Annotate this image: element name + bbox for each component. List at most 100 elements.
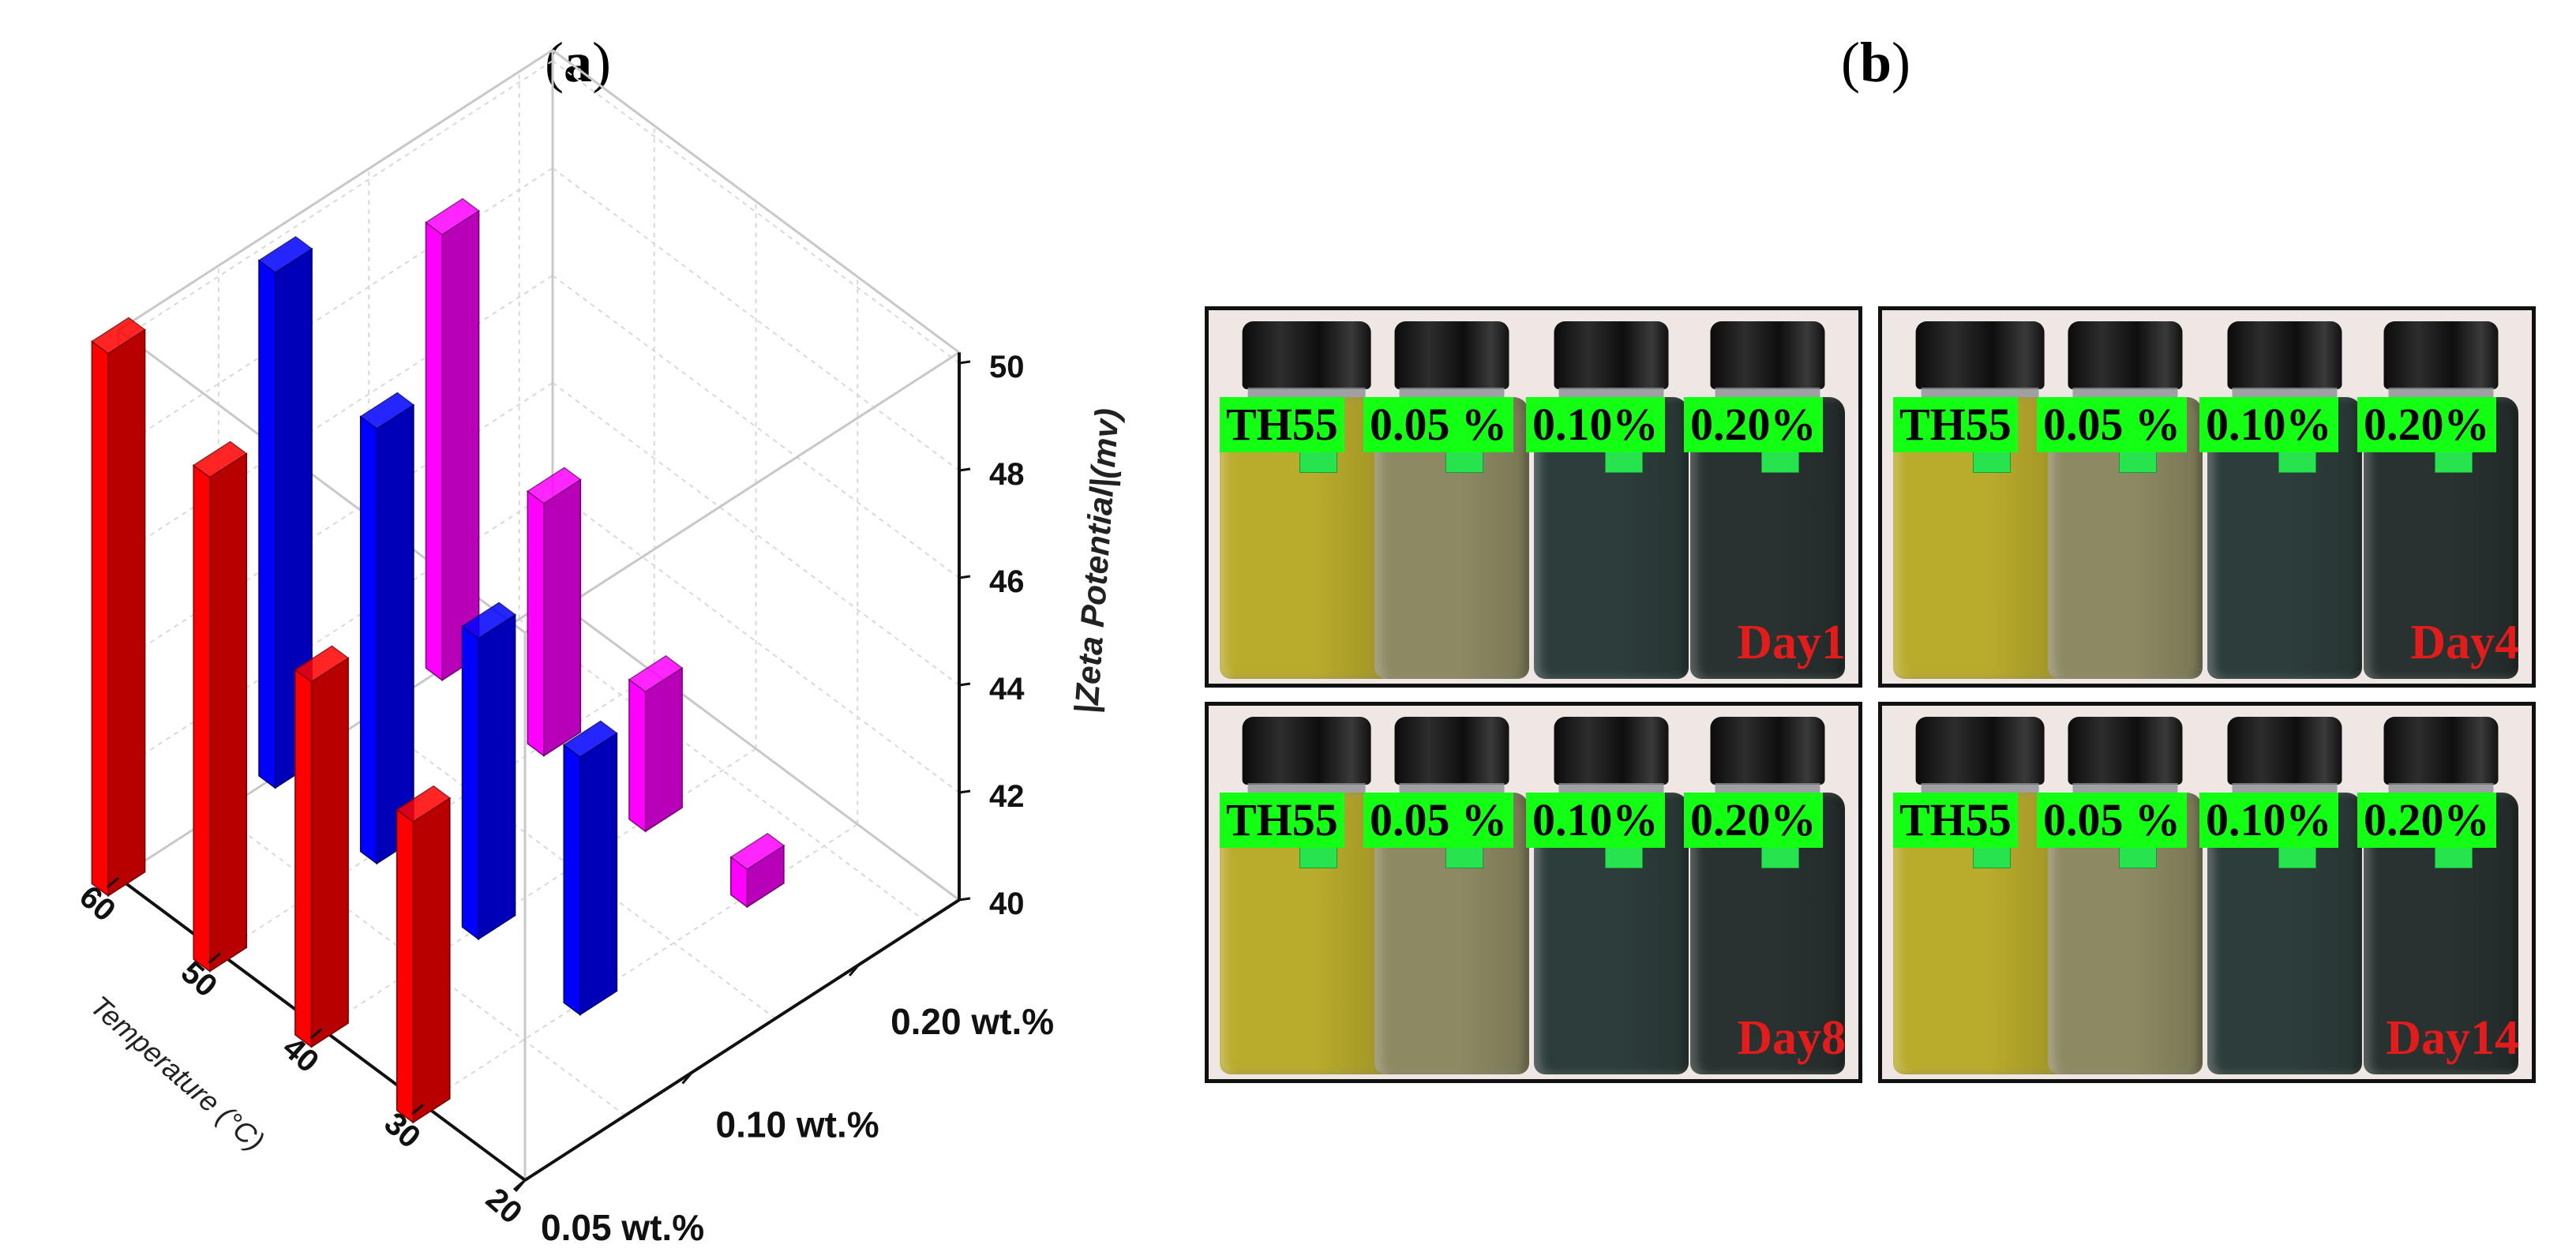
concentration-tick — [848, 963, 861, 976]
bar-top — [396, 785, 452, 823]
temperature-tick — [107, 876, 119, 889]
photo-tile-day14: TH55 0.05 % 0.10% 0.20% Day14 — [1878, 702, 2536, 1083]
sample-label: TH55 — [1893, 793, 2018, 848]
bar-top — [425, 197, 480, 236]
z-tick — [958, 897, 971, 902]
bar-face — [412, 797, 451, 1124]
nanofluid-stability-photos: TH55 0.05 % 0.10% 0.20% Day1 TH55 0.05 % 0.10% 0… — [1205, 306, 2536, 1083]
day-label: Day14 — [2386, 1011, 2519, 1065]
day-label: Day8 — [1737, 1011, 1846, 1065]
temperature-tick — [411, 1104, 425, 1115]
bar-face — [209, 452, 248, 973]
jar-lid — [2383, 717, 2499, 796]
bar — [526, 467, 582, 757]
sample-label: TH55 — [1220, 793, 1344, 848]
sample-jar — [1220, 706, 1393, 1079]
bar-top — [257, 236, 313, 274]
sample-jar — [1893, 310, 2067, 684]
sample-label: 0.05 % — [1363, 793, 1513, 848]
bar-face — [193, 464, 211, 973]
temperature-tick — [208, 952, 221, 964]
sample-jar — [1534, 310, 1689, 684]
jar-lid — [1554, 321, 1669, 400]
bar-top — [294, 645, 350, 683]
z-tick-label: 44 — [989, 672, 1025, 707]
jar-lid — [1915, 717, 2045, 796]
photo-tile-day1: TH55 0.05 % 0.10% 0.20% Day1 — [1205, 306, 1862, 688]
frame-edge — [118, 49, 553, 332]
sample-jar — [1534, 706, 1689, 1079]
concentration-tick-label: 0.20 wt.% — [891, 1001, 1054, 1042]
sample-jar — [2207, 706, 2362, 1079]
bar-top — [192, 440, 248, 478]
bar-face — [310, 657, 349, 1048]
z-tick — [958, 682, 971, 687]
concentration-tick-label: 0.10 wt.% — [716, 1104, 879, 1145]
bar — [91, 317, 146, 898]
jar-lid — [2068, 321, 2183, 400]
bar-top — [91, 317, 146, 354]
sample-label: 0.20% — [1684, 397, 1823, 452]
bar-face — [441, 209, 480, 681]
jar-lid — [1394, 717, 1509, 796]
photo-tile-day4: TH55 0.05 % 0.10% 0.20% Day4 — [1878, 306, 2536, 688]
sample-label: 0.10% — [1526, 793, 1665, 848]
z-tick-label: 42 — [989, 779, 1025, 814]
temperature-tick — [309, 1028, 323, 1040]
bar-face — [425, 221, 443, 682]
z-tick — [958, 575, 971, 579]
temperature-axis-label: Temperature (°C) — [84, 989, 271, 1157]
bar — [425, 197, 480, 682]
grid-line — [118, 60, 553, 342]
jar-lid — [1915, 321, 2045, 400]
bar — [359, 392, 415, 865]
bar-top — [628, 654, 684, 693]
bar — [294, 645, 350, 1048]
bar — [562, 720, 618, 1016]
photo-tile-day8: TH55 0.05 % 0.10% 0.20% Day8 — [1205, 702, 1862, 1083]
bar-top — [562, 720, 618, 758]
sample-jar — [2048, 706, 2203, 1079]
bar-face — [258, 259, 276, 789]
sample-jar — [2207, 310, 2362, 684]
panel-b-label: (b) — [1841, 31, 1911, 94]
z-tick-label: 46 — [989, 564, 1025, 599]
grid-line — [321, 748, 757, 1030]
z-tick-label: 48 — [989, 457, 1025, 492]
sample-label: TH55 — [1220, 397, 1344, 452]
grid-line — [118, 382, 553, 664]
z-tick-label: 40 — [989, 887, 1025, 921]
day-label: Day1 — [1737, 616, 1846, 669]
sample-jar — [2048, 310, 2203, 684]
sample-label: 0.10% — [2199, 793, 2338, 848]
jar-lid — [2227, 321, 2342, 400]
sample-label: 0.05 % — [2037, 397, 2187, 452]
sample-jar — [1220, 310, 1393, 684]
bar — [192, 440, 248, 973]
sample-label: 0.20% — [2357, 793, 2496, 848]
bar-top — [461, 602, 516, 639]
z-tick-label: 50 — [989, 350, 1025, 384]
jar-lid — [1554, 717, 1669, 796]
bar-face — [359, 415, 378, 865]
frame-edge — [552, 596, 960, 902]
bar-face — [527, 489, 545, 757]
bar — [461, 602, 516, 941]
concentration-tick — [514, 1179, 527, 1192]
concentration-axis-line — [523, 898, 961, 1182]
bar-top — [359, 392, 415, 430]
sample-label: TH55 — [1893, 397, 2018, 452]
bar-face — [563, 744, 581, 1016]
sample-label: 0.05 % — [1363, 397, 1513, 452]
bar-face — [294, 669, 313, 1048]
sample-label: 0.10% — [1526, 397, 1665, 452]
jar-lid — [1242, 717, 1371, 796]
bar — [628, 654, 684, 833]
grid-line — [118, 275, 553, 557]
sample-label: 0.10% — [2199, 397, 2338, 452]
bar-face — [107, 328, 146, 898]
z-axis-label: |Zeta Potential|(mv) — [1067, 407, 1126, 715]
bar-face — [543, 478, 582, 757]
sample-label: 0.20% — [2357, 397, 2496, 452]
